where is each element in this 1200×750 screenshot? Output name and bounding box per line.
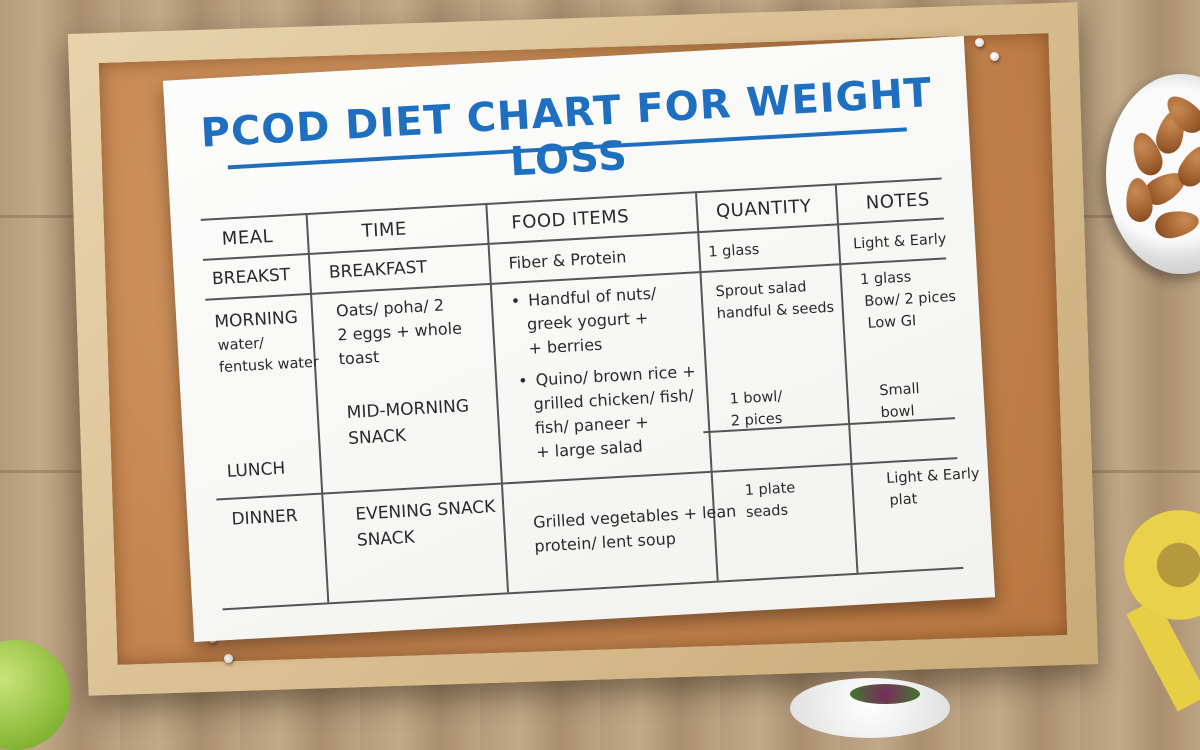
header-food-items: FOOD ITEMS — [510, 206, 630, 234]
quantity-cell: seads — [745, 502, 789, 521]
push-pin — [224, 654, 233, 663]
notes-cell: 1 glass — [859, 269, 912, 289]
almond-bowl — [1106, 74, 1200, 274]
food-cell: Fiber & Protein — [508, 247, 627, 273]
measuring-tape — [1124, 510, 1200, 620]
table-line — [222, 566, 964, 610]
notes-cell: Light & Early — [852, 231, 947, 253]
time-cell: SNACK — [347, 425, 407, 450]
time-cell: EVENING SNACK — [354, 496, 496, 525]
notes-cell: bowl — [880, 403, 915, 422]
meal-cell: water/ — [217, 335, 265, 355]
meal-cell: DINNER — [230, 506, 299, 530]
time-cell: MID-MORNING — [346, 396, 470, 424]
green-apple — [0, 640, 70, 750]
header-meal: MEAL — [221, 225, 274, 250]
header-quantity: QUANTITY — [715, 195, 812, 223]
almond — [1153, 207, 1200, 241]
notes-cell: Low GI — [867, 313, 917, 332]
food-cell: + berries — [527, 334, 603, 358]
meal-cell: LUNCH — [226, 458, 286, 482]
push-pin — [990, 52, 999, 61]
header-notes: NOTES — [865, 189, 931, 214]
time-cell: SNACK — [356, 527, 416, 551]
table-line — [305, 212, 329, 603]
meal-cell: MORNING — [213, 307, 299, 333]
notes-cell: plat — [889, 491, 918, 509]
quantity-cell: 1 bowl/ — [729, 388, 783, 408]
quantity-cell: 1 plate — [744, 480, 796, 499]
push-pin — [975, 38, 984, 47]
notes-cell: Light & Early — [885, 465, 980, 488]
diet-chart-paper: PCOD DIET CHART FOR WEIGHT LOSS MEAL TIM… — [162, 36, 996, 642]
quantity-cell: 1 glass — [707, 241, 760, 261]
quantity-cell: 2 pices — [730, 410, 783, 430]
meal-cell: fentusk water — [218, 354, 320, 377]
notes-cell: Bow/ 2 pices — [863, 288, 957, 310]
time-cell: BREAKFAST — [328, 257, 428, 283]
food-cell: + large salad — [535, 436, 644, 462]
table-line — [216, 457, 958, 500]
notes-cell: Small — [878, 381, 921, 400]
meal-cell: BREAKST — [211, 265, 291, 290]
header-time: TIME — [361, 218, 408, 242]
time-cell: toast — [338, 347, 380, 369]
table-line — [485, 202, 509, 593]
salad-food — [850, 684, 920, 704]
